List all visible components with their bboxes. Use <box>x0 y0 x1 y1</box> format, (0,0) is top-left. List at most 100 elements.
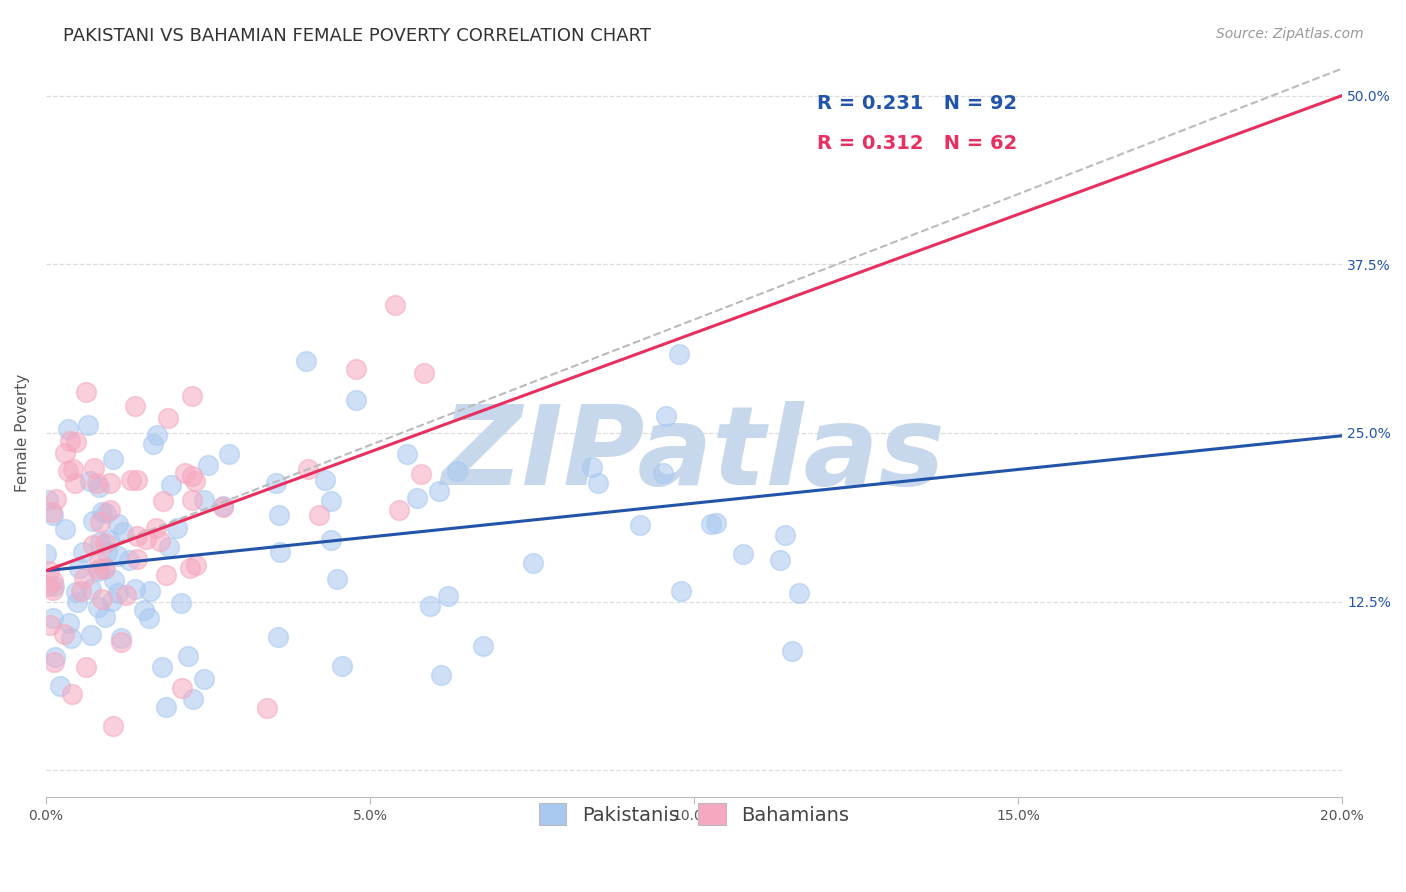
Point <box>446 464 468 478</box>
Point <box>142 437 165 451</box>
Point <box>89 562 111 576</box>
Point <box>77 417 100 432</box>
Point <box>179 560 201 574</box>
Point <box>384 298 406 312</box>
Point <box>98 503 121 517</box>
Point <box>138 610 160 624</box>
Point <box>89 515 111 529</box>
Point <box>319 493 342 508</box>
Point <box>103 719 125 733</box>
Point <box>63 476 86 491</box>
Point <box>181 389 204 403</box>
Point <box>412 366 434 380</box>
Point <box>115 588 138 602</box>
Point <box>75 660 97 674</box>
Point <box>160 478 183 492</box>
Point <box>96 544 118 558</box>
Point <box>60 687 83 701</box>
Point <box>159 541 181 555</box>
Point <box>38 618 60 632</box>
Point <box>37 493 59 508</box>
Point <box>110 634 132 648</box>
Point <box>150 660 173 674</box>
Point <box>45 491 67 506</box>
Point <box>149 534 172 549</box>
Point <box>181 493 204 508</box>
Point <box>436 589 458 603</box>
Point <box>79 474 101 488</box>
Point <box>330 659 353 673</box>
Point <box>295 353 318 368</box>
Point <box>177 648 200 663</box>
Point <box>395 447 418 461</box>
Point <box>80 582 103 597</box>
Point <box>430 668 453 682</box>
Point <box>193 672 215 686</box>
Point <box>58 422 80 436</box>
Point <box>184 474 207 488</box>
Point <box>93 560 115 574</box>
Point <box>139 584 162 599</box>
Point <box>53 522 76 536</box>
Point <box>107 549 129 563</box>
Point <box>668 347 690 361</box>
Point <box>180 469 202 483</box>
Text: R = 0.312   N = 62: R = 0.312 N = 62 <box>817 134 1018 153</box>
Point <box>93 562 115 576</box>
Point <box>166 521 188 535</box>
Point <box>82 515 104 529</box>
Point <box>297 462 319 476</box>
Point <box>60 631 83 645</box>
Point <box>769 553 792 567</box>
Point <box>86 475 108 490</box>
Point <box>83 461 105 475</box>
Point <box>42 578 65 592</box>
Point <box>733 548 755 562</box>
Point <box>193 493 215 508</box>
Point <box>117 553 139 567</box>
Point <box>44 650 66 665</box>
Point <box>41 505 63 519</box>
Point <box>53 446 76 460</box>
Point <box>472 640 495 654</box>
Point <box>87 555 110 569</box>
Point <box>65 584 87 599</box>
Text: ZIPatlas: ZIPatlas <box>443 401 946 508</box>
Legend: Pakistanis, Bahamians: Pakistanis, Bahamians <box>530 793 859 835</box>
Point <box>170 681 193 695</box>
Point <box>628 517 651 532</box>
Point <box>654 409 676 423</box>
Point <box>59 434 82 449</box>
Point <box>87 600 110 615</box>
Point <box>98 533 121 547</box>
Point <box>269 508 291 522</box>
Point <box>87 565 110 579</box>
Point <box>704 516 727 530</box>
Point <box>211 500 233 515</box>
Point <box>38 564 60 578</box>
Point <box>406 491 429 506</box>
Point <box>42 655 65 669</box>
Point <box>58 615 80 630</box>
Point <box>218 447 240 461</box>
Point <box>49 679 72 693</box>
Point <box>522 556 544 570</box>
Point <box>41 508 63 523</box>
Point <box>35 547 58 561</box>
Point <box>173 466 195 480</box>
Point <box>42 574 65 588</box>
Point <box>94 536 117 550</box>
Point <box>181 692 204 706</box>
Point <box>121 473 143 487</box>
Point <box>267 631 290 645</box>
Point <box>699 517 721 532</box>
Point <box>94 506 117 520</box>
Point <box>75 384 97 399</box>
Point <box>37 579 59 593</box>
Point <box>89 535 111 549</box>
Point <box>197 458 219 473</box>
Point <box>156 411 179 425</box>
Point <box>787 586 810 600</box>
Point <box>411 467 433 482</box>
Point <box>326 572 349 586</box>
